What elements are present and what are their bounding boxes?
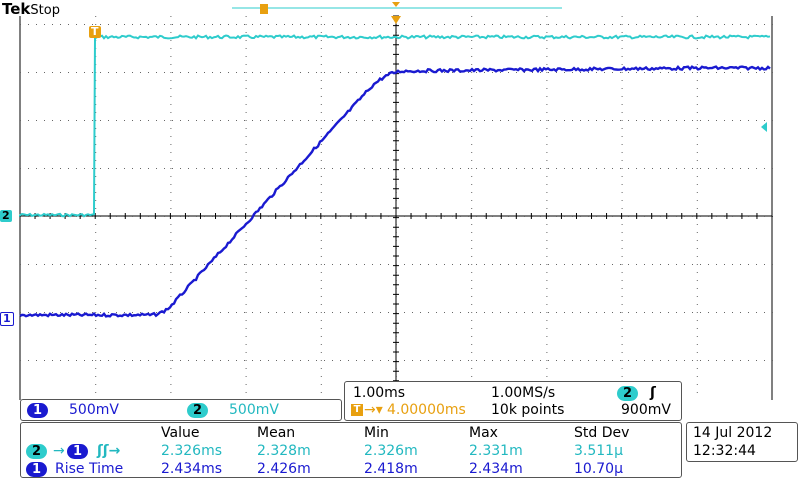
graticule [19,15,773,400]
waveform-display[interactable] [0,0,800,400]
delay-mean: 2.328m [257,443,311,459]
trigger-point-arrow [391,16,401,24]
trigger-slope-icon: ʃ [650,385,656,401]
timebase-window-marker [260,4,268,14]
delay-stddev: 3.511µ [574,443,623,459]
ch1-ground-marker: 1 [0,312,14,326]
trigger-time-marker: T [89,25,101,38]
rise-stddev: 10.70µ [574,461,623,477]
channel-readout[interactable]: 1 500mV 2 500mV [20,399,342,421]
time-per-div: 1.00ms [353,385,406,401]
ch1-badge: 1 [27,403,49,418]
time: 12:32:44 [693,443,756,459]
trigger-position-icon: T [351,404,363,416]
datetime-readout: 14 Jul 2012 12:32:44 [686,422,798,462]
col-header-value: Value [161,425,200,441]
ch1-waveform [19,64,771,318]
col-header-mean: Mean [257,425,296,441]
delay-min: 2.326m [364,443,418,459]
ch1-scale: 500mV [69,402,119,418]
trigger-level: 900mV [621,402,671,418]
rise-source-badge: 1 [26,462,48,477]
delay-max: 2.331m [469,443,523,459]
timebase-readout[interactable]: 1.00ms 1.00MS/s 2 ʃ T →▾ 4.00000ms 10k p… [344,381,682,421]
rise-time-label: Rise Time [55,461,124,477]
rise-value: 2.434ms [161,461,223,477]
col-header-min: Min [364,425,389,441]
brand: TekStop [2,0,60,18]
delay-source-badge: 2 [26,444,48,459]
trigger-delay-arrow: →▾ [364,402,383,418]
rise-min: 2.418m [364,461,418,477]
col-header-max: Max [469,425,498,441]
ch2-waveform [19,34,771,218]
ch2-badge: 2 [187,403,209,418]
rise-mean: 2.426m [257,461,311,477]
acquisition-status: Stop [30,3,60,18]
delay-value: 2.326ms [161,443,223,459]
delay-target-badge: 1 [67,444,89,459]
rise-max: 2.434m [469,461,523,477]
ch2-ground-marker: 2 [0,209,12,222]
trigger-source-badge: 2 [617,386,639,401]
date: 14 Jul 2012 [693,425,773,441]
trigger-position-arrow [392,2,400,7]
record-length: 10k points [491,402,565,418]
delay-edge-icon: ʃʃ→ [97,443,121,459]
measurement-table[interactable]: Value Mean Min Max Std Dev 2 → 1 ʃʃ→ 2.3… [20,422,682,478]
measurement-row-delay[interactable]: 2 → 1 ʃʃ→ 2.326ms 2.328m 2.326m 2.331m 3… [21,442,681,460]
sample-rate: 1.00MS/s [491,385,556,401]
ch2-scale: 500mV [229,402,279,418]
trigger-level-arrow [761,122,767,132]
arrow-icon: → [53,443,65,459]
col-header-stddev: Std Dev [574,425,630,441]
measurement-row-rise-time[interactable]: 1 Rise Time 2.434ms 2.426m 2.418m 2.434m… [21,460,681,478]
trigger-position: 4.00000ms [387,402,466,418]
